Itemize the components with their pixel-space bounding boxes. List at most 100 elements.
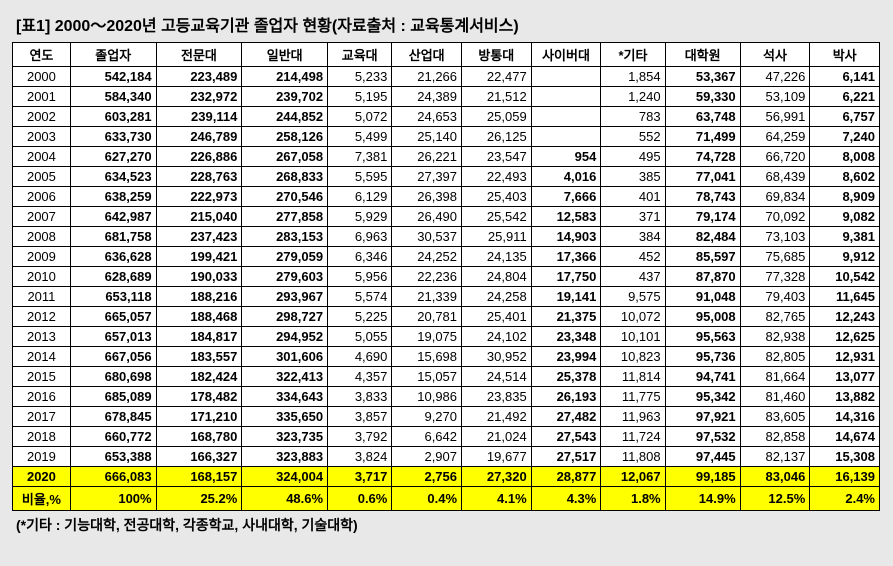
cell-year: 2012 (13, 307, 71, 327)
cell: 74,728 (665, 147, 740, 167)
cell: 627,270 (70, 147, 156, 167)
cell: 97,445 (665, 447, 740, 467)
cell: 25,378 (531, 367, 601, 387)
cell: 94,741 (665, 367, 740, 387)
cell: 10,986 (392, 387, 462, 407)
cell-year: 2005 (13, 167, 71, 187)
cell: 82,765 (740, 307, 810, 327)
table-row: 2009636,628199,421279,0596,34624,25224,1… (13, 247, 880, 267)
cell-year: 2017 (13, 407, 71, 427)
cell: 226,886 (156, 147, 242, 167)
table-row: 2020666,083168,157324,0043,7172,75627,32… (13, 467, 880, 487)
cell: 2.4% (810, 487, 880, 511)
cell: 6,221 (810, 87, 880, 107)
cell: 6,346 (328, 247, 392, 267)
cell: 5,595 (328, 167, 392, 187)
cell: 95,342 (665, 387, 740, 407)
cell: 95,008 (665, 307, 740, 327)
cell: 653,388 (70, 447, 156, 467)
cell: 270,546 (242, 187, 328, 207)
cell-year: 2009 (13, 247, 71, 267)
cell: 59,330 (665, 87, 740, 107)
cell: 25.2% (156, 487, 242, 511)
cell: 188,216 (156, 287, 242, 307)
table-row: 2008681,758237,423283,1536,96330,53725,9… (13, 227, 880, 247)
cell: 1,854 (601, 67, 665, 87)
cell: 11,814 (601, 367, 665, 387)
cell: 552 (601, 127, 665, 147)
col-header: 석사 (740, 43, 810, 67)
cell: 239,702 (242, 87, 328, 107)
cell: 24,514 (462, 367, 532, 387)
cell: 9,381 (810, 227, 880, 247)
cell: 17,366 (531, 247, 601, 267)
cell: 5,233 (328, 67, 392, 87)
cell: 178,482 (156, 387, 242, 407)
cell: 22,477 (462, 67, 532, 87)
cell: 82,484 (665, 227, 740, 247)
cell: 71,499 (665, 127, 740, 147)
cell: 10,542 (810, 267, 880, 287)
cell: 25,401 (462, 307, 532, 327)
table-row: 2017678,845171,210335,6503,8579,27021,49… (13, 407, 880, 427)
cell: 171,210 (156, 407, 242, 427)
cell: 1,240 (601, 87, 665, 107)
table-body: 2000542,184223,489214,4985,23321,26622,4… (13, 67, 880, 511)
table-row: 2005634,523228,763268,8335,59527,39722,4… (13, 167, 880, 187)
cell (531, 67, 601, 87)
table-row: 2015680,698182,424322,4134,35715,05724,5… (13, 367, 880, 387)
cell: 13,077 (810, 367, 880, 387)
cell: 685,089 (70, 387, 156, 407)
cell-year: 2001 (13, 87, 71, 107)
cell: 3,833 (328, 387, 392, 407)
cell: 11,645 (810, 287, 880, 307)
cell: 12,625 (810, 327, 880, 347)
cell: 222,973 (156, 187, 242, 207)
cell-year: 2014 (13, 347, 71, 367)
cell: 91,048 (665, 287, 740, 307)
cell-year: 2015 (13, 367, 71, 387)
cell: 53,109 (740, 87, 810, 107)
cell: 4.1% (462, 487, 532, 511)
table-row: 비율,%100%25.2%48.6%0.6%0.4%4.1%4.3%1.8%14… (13, 487, 880, 511)
cell: 8,602 (810, 167, 880, 187)
cell: 323,883 (242, 447, 328, 467)
table-row: 2001584,340232,972239,7025,19524,38921,5… (13, 87, 880, 107)
cell (531, 127, 601, 147)
cell-year: 2008 (13, 227, 71, 247)
cell: 7,666 (531, 187, 601, 207)
table-row: 2016685,089178,482334,6433,83310,98623,8… (13, 387, 880, 407)
cell: 665,057 (70, 307, 156, 327)
cell (531, 87, 601, 107)
cell: 82,858 (740, 427, 810, 447)
cell: 633,730 (70, 127, 156, 147)
cell: 10,072 (601, 307, 665, 327)
cell: 5,929 (328, 207, 392, 227)
cell-year: 2000 (13, 67, 71, 87)
cell: 324,004 (242, 467, 328, 487)
col-header: 사이버대 (531, 43, 601, 67)
cell: 9,082 (810, 207, 880, 227)
cell: 268,833 (242, 167, 328, 187)
cell: 182,424 (156, 367, 242, 387)
cell: 283,153 (242, 227, 328, 247)
cell: 5,956 (328, 267, 392, 287)
cell: 6,129 (328, 187, 392, 207)
table-row: 2006638,259222,973270,5466,12926,39825,4… (13, 187, 880, 207)
cell: 335,650 (242, 407, 328, 427)
cell: 638,259 (70, 187, 156, 207)
cell: 9,575 (601, 287, 665, 307)
cell: 15,308 (810, 447, 880, 467)
cell: 27,543 (531, 427, 601, 447)
cell: 184,817 (156, 327, 242, 347)
cell: 681,758 (70, 227, 156, 247)
cell: 47,226 (740, 67, 810, 87)
cell: 81,664 (740, 367, 810, 387)
cell-year: 비율,% (13, 487, 71, 511)
cell: 99,185 (665, 467, 740, 487)
cell: 3,824 (328, 447, 392, 467)
cell-year: 2020 (13, 467, 71, 487)
cell: 215,040 (156, 207, 242, 227)
cell: 14.9% (665, 487, 740, 511)
cell: 9,912 (810, 247, 880, 267)
